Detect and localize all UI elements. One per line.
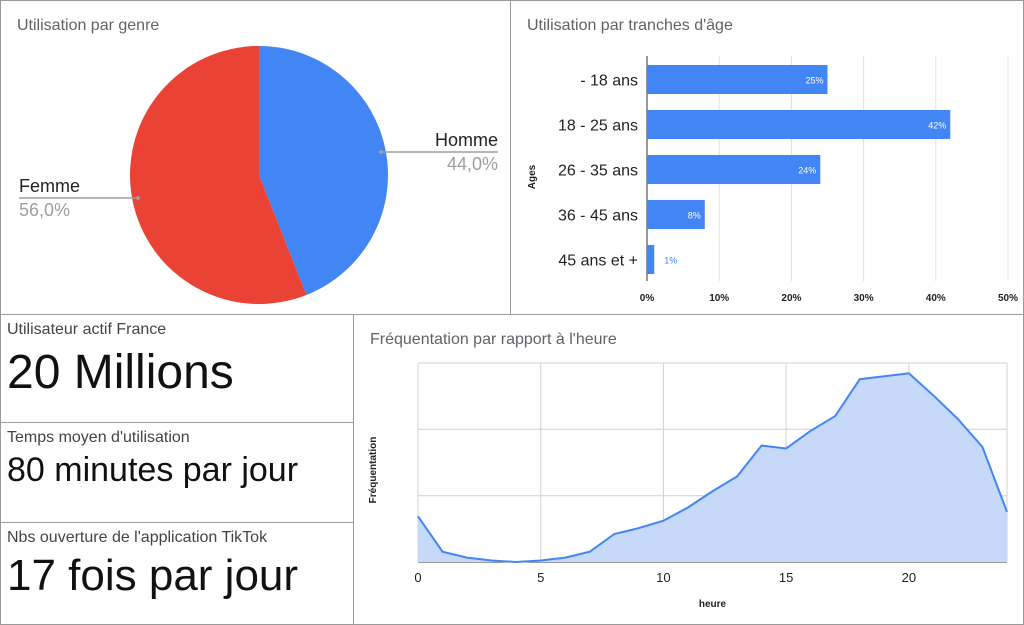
gender-pie-chart: Homme 44,0% Femme 56,0% [19, 46, 498, 304]
bar-x-tick-label: 10% [709, 293, 729, 304]
bar-x-tick-label: 40% [926, 293, 946, 304]
stat-active-users: Utilisateur actif France 20 Millions [0, 314, 354, 423]
bar-0 [647, 65, 828, 94]
age-panel: Utilisation par tranches d'âge 0% 10% 20% 3… [510, 0, 1024, 315]
hourly-chart-title: Fréquentation par rapport à l'heure [370, 331, 617, 348]
area-x-tick-label: 10 [656, 570, 670, 585]
bar-category-label: 36 - 45 ans [558, 208, 638, 225]
bar-value-label: 25% [805, 76, 823, 86]
bar-y-axis-label: Ages [527, 164, 538, 189]
bar-category-label: 18 - 25 ans [558, 118, 638, 135]
pie-slice-homme [259, 46, 388, 295]
pie-label-femme: Femme [19, 176, 80, 196]
bar-x-tick-label: 30% [854, 293, 874, 304]
area-y-axis-label: Fréquentation [368, 437, 379, 504]
pie-value-homme: 44,0% [447, 154, 498, 174]
area-x-axis-label: heure [699, 599, 727, 610]
bar-value-label: 42% [928, 121, 946, 131]
area-series-line [417, 372, 1008, 564]
bar-value-label: 1% [664, 256, 677, 266]
bar-4 [647, 245, 655, 274]
area-fill [418, 373, 1007, 562]
area-x-tick-label: 0 [414, 570, 421, 585]
bar-value-label: 8% [688, 211, 701, 221]
pie-value-femme: 56,0% [19, 200, 70, 220]
pie-leader-dot-femme [136, 196, 140, 200]
avg-time-label: Temps moyen d'utilisation [7, 429, 190, 446]
area-x-tick-label: 5 [537, 570, 544, 585]
bar-category-label: 45 ans et + [558, 253, 638, 270]
bar-category-label: - 18 ans [580, 73, 638, 90]
opens-label: Nbs ouverture de l'application TikTok [7, 529, 268, 546]
bar-x-tick-label: 50% [998, 293, 1018, 304]
age-bar-chart: 0% 10% 20% 30% 40% 50% Ages - 18 ans 25% 18 - 25 … [527, 56, 1018, 304]
avg-time-value: 80 minutes par jour [7, 451, 299, 489]
pie-label-homme: Homme [435, 130, 498, 150]
active-users-label: Utilisateur actif France [7, 321, 167, 338]
hourly-panel: Fréquentation par rapport à l'heure 0 5 10… [353, 314, 1024, 625]
bar-value-label: 24% [798, 166, 816, 176]
bar-x-tick-label: 20% [781, 293, 801, 304]
area-x-tick-label: 15 [779, 570, 793, 585]
gender-panel: Utilisation par genre Homme 44,0% Femme 56,… [0, 0, 511, 315]
pie-slice-femme [130, 46, 307, 304]
bar-1 [647, 110, 951, 139]
bar-3 [647, 200, 705, 229]
active-users-value: 20 Millions [7, 346, 234, 399]
stat-avg-time: Temps moyen d'utilisation 80 minutes par… [0, 422, 354, 523]
bar-2 [647, 155, 821, 184]
stat-opens: Nbs ouverture de l'application TikTok 17… [0, 522, 354, 625]
opens-value: 17 fois par jour [7, 551, 299, 600]
bar-category-label: 26 - 35 ans [558, 163, 638, 180]
hourly-area-chart: 0 5 10 15 20 heure Fréquentation [368, 362, 1008, 610]
pie-leader-dot-homme [379, 150, 383, 154]
bar-x-tick-label: 0% [640, 293, 655, 304]
area-x-tick-label: 20 [902, 570, 916, 585]
age-chart-title: Utilisation par tranches d'âge [527, 17, 733, 34]
gender-chart-title: Utilisation par genre [17, 17, 160, 34]
